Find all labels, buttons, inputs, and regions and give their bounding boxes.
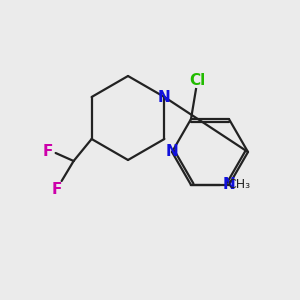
Text: F: F — [42, 145, 53, 160]
Text: CH₃: CH₃ — [227, 178, 250, 191]
Text: N: N — [158, 89, 171, 104]
Text: N: N — [223, 177, 236, 192]
Text: N: N — [166, 145, 178, 160]
Text: F: F — [51, 182, 62, 196]
Text: Cl: Cl — [189, 73, 205, 88]
